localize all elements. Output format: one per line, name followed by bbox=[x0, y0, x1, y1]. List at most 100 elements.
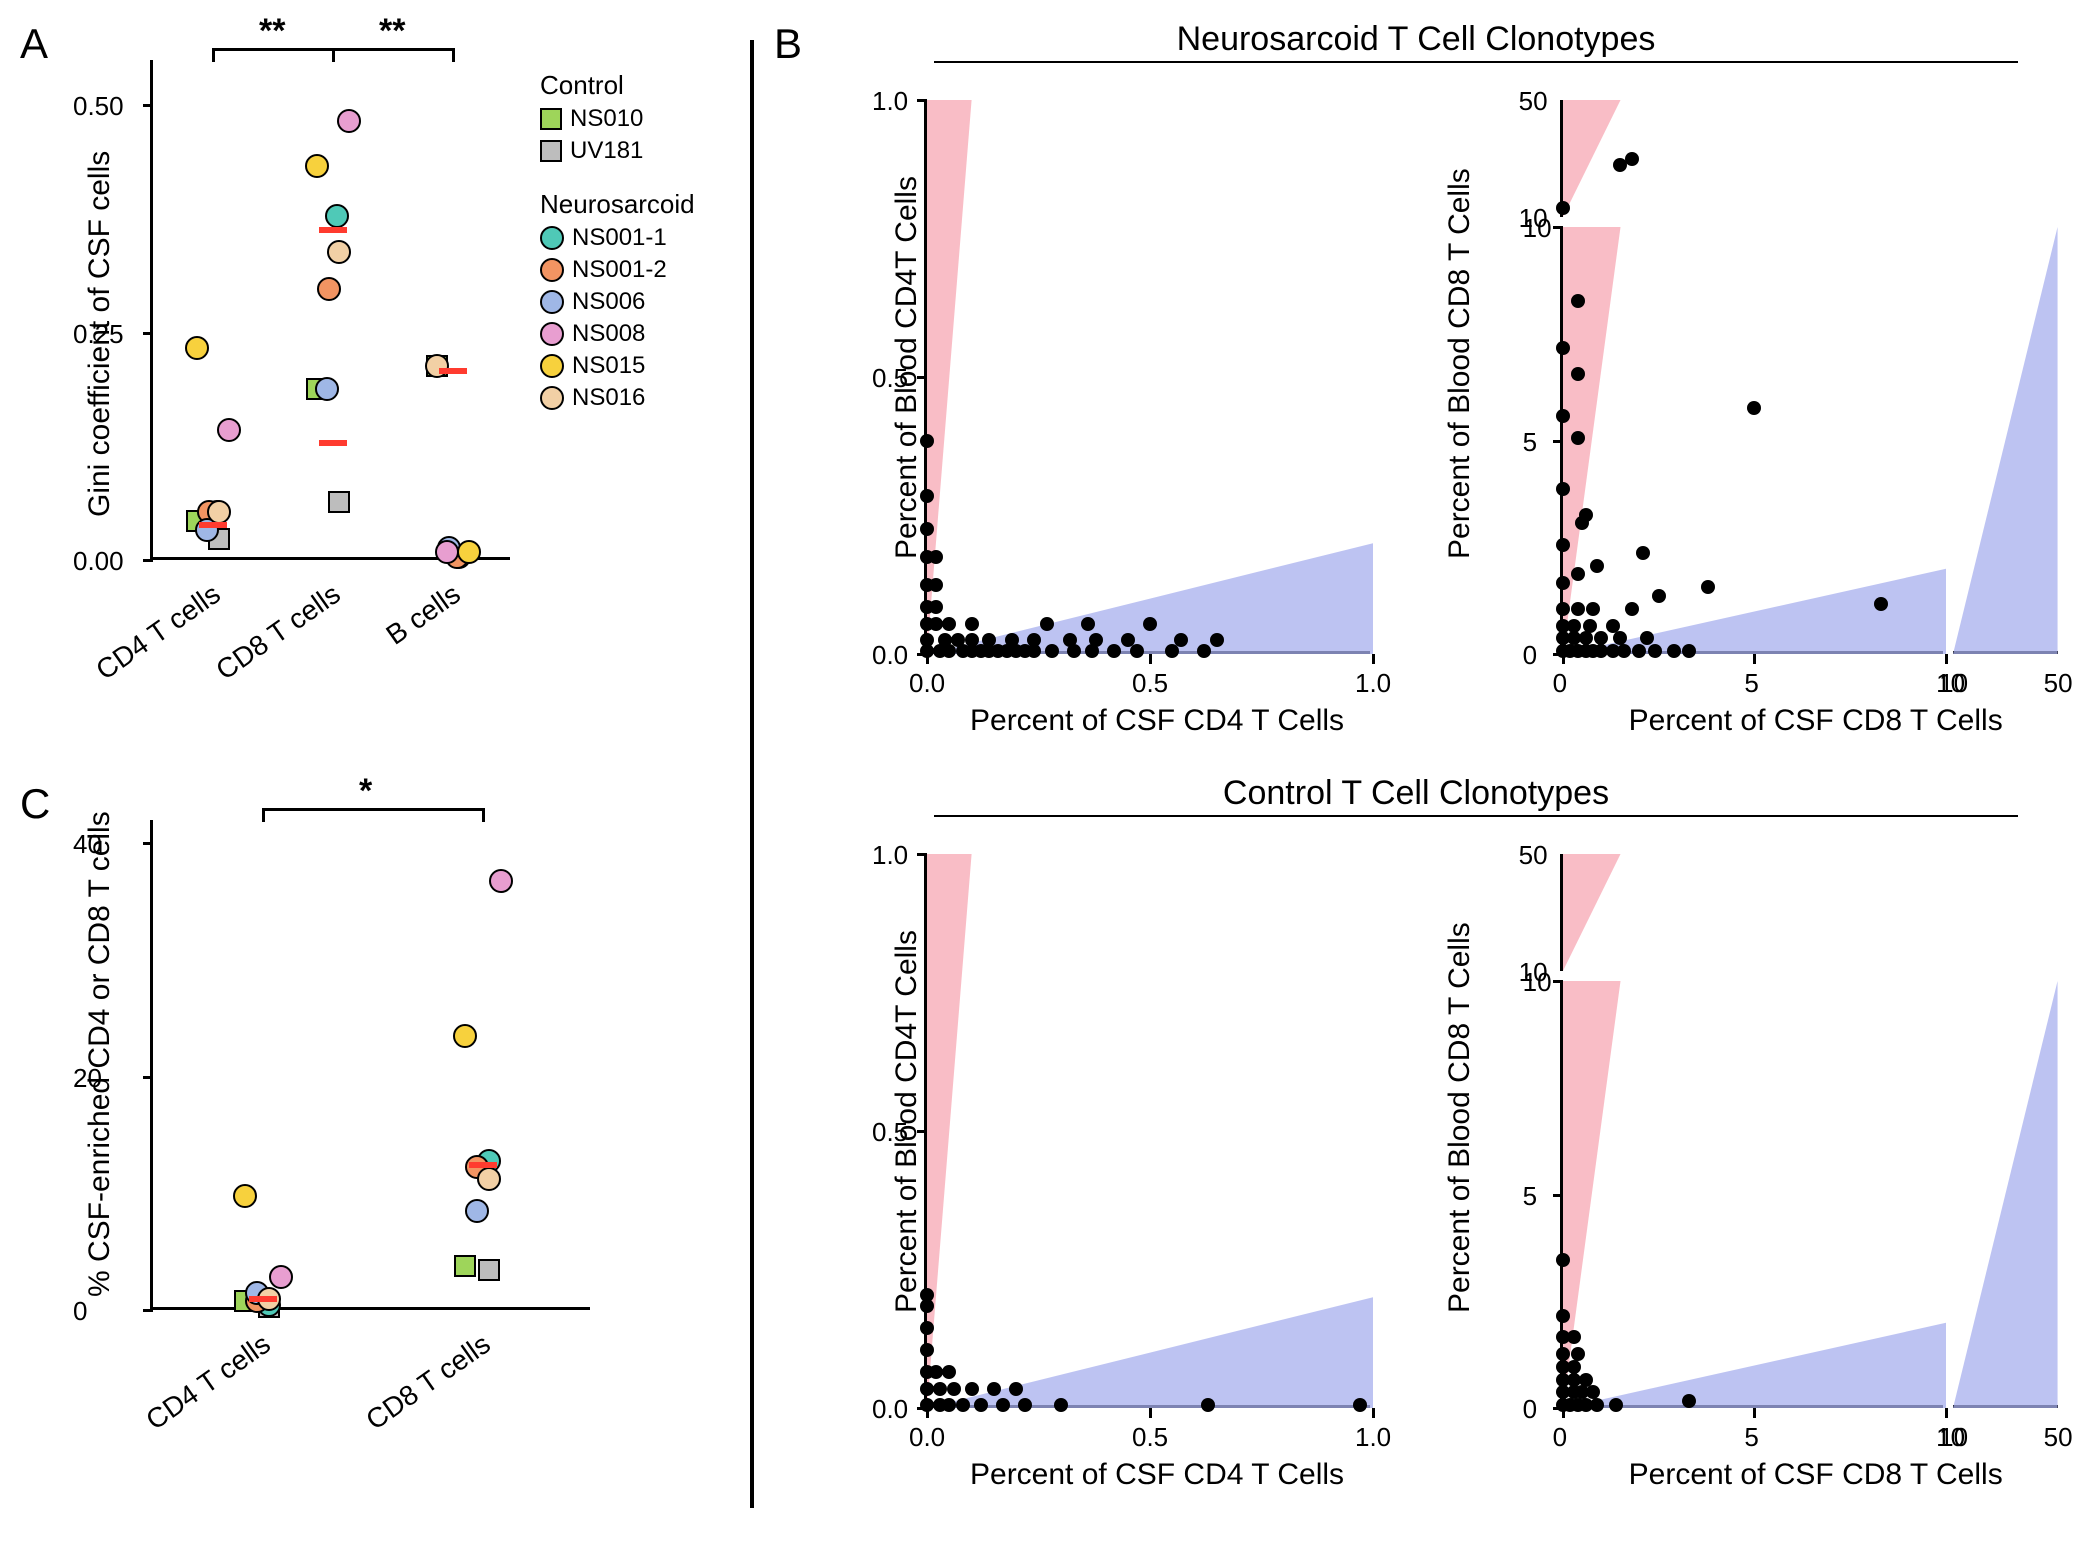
scatter-dot bbox=[965, 633, 979, 647]
scatter-dot bbox=[1567, 1360, 1581, 1374]
panel-a-label: A bbox=[20, 20, 48, 68]
x-tick-label: 0.0 bbox=[909, 668, 945, 699]
scatter-dot bbox=[1682, 644, 1696, 658]
legend-label: NS006 bbox=[572, 288, 645, 316]
scatter-dot bbox=[920, 522, 934, 536]
scatter-dot bbox=[1130, 644, 1144, 658]
panel-b-top-title: Neurosarcoid T Cell Clonotypes bbox=[754, 20, 2078, 59]
y-tick-label: 0.00 bbox=[73, 546, 135, 577]
sig-label: * bbox=[359, 772, 372, 811]
panel-b-label: B bbox=[774, 20, 802, 68]
scatter-dot bbox=[1701, 580, 1715, 594]
data-marker bbox=[453, 1024, 477, 1048]
y-tick bbox=[1553, 440, 1563, 443]
scatter-subplot: 1050 bbox=[1953, 227, 2058, 654]
x-tick-label: 0 bbox=[1553, 668, 1567, 699]
sig-bracket bbox=[263, 808, 483, 811]
square-icon bbox=[540, 140, 562, 162]
panel-b-top-row: 0.00.51.00.00.51.0Percent of Blood CD4T … bbox=[784, 80, 2078, 774]
scatter-dot bbox=[1197, 644, 1211, 658]
scatter-dot bbox=[1121, 633, 1135, 647]
panel-b-bottom-row: 0.00.51.00.00.51.0Percent of Blood CD4T … bbox=[784, 834, 2078, 1528]
x-tick-label: 50 bbox=[2044, 1422, 2073, 1453]
scatter-dot bbox=[929, 578, 943, 592]
scatter-dot bbox=[1556, 602, 1570, 616]
chart-a-area: 0.000.250.50CD4 T cellsCD8 T cellsB cell… bbox=[150, 60, 510, 560]
scatter-dot bbox=[1556, 576, 1570, 590]
x-tick bbox=[1372, 1408, 1375, 1418]
scatter-dot bbox=[1571, 567, 1585, 581]
scatter-dot bbox=[1210, 633, 1224, 647]
scatter-dot bbox=[1625, 602, 1639, 616]
x-tick bbox=[1753, 654, 1756, 664]
scatter-dot bbox=[942, 1398, 956, 1412]
x-tick-label: 10 bbox=[1939, 668, 1968, 699]
scatter-dot bbox=[1571, 1347, 1585, 1361]
data-marker bbox=[489, 869, 513, 893]
scatter-plot-area: 0.00.51.00.00.51.0Percent of Blood CD4T … bbox=[924, 854, 1370, 1408]
scatter-subplot bbox=[1953, 854, 2058, 971]
y-tick-label: 0 bbox=[1523, 1394, 1537, 1425]
x-axis-title: Percent of CSF CD4 T Cells bbox=[970, 704, 1344, 738]
x-tick bbox=[1372, 654, 1375, 664]
legend-label: NS015 bbox=[572, 352, 645, 380]
x-axis-title: Percent of CSF CD8 T Cells bbox=[1629, 1458, 2003, 1492]
legend-control-title: Control bbox=[540, 70, 695, 101]
scatter-subplot: 05100510 bbox=[1560, 227, 1943, 654]
data-marker bbox=[337, 109, 361, 133]
scatter-dot bbox=[1625, 152, 1639, 166]
scatter-dot bbox=[1174, 633, 1188, 647]
scatter-dot bbox=[1045, 644, 1059, 658]
circle-icon bbox=[540, 290, 564, 314]
region-overlay bbox=[1563, 981, 1946, 1408]
figure: A 0.000.250.50CD4 T cellsCD8 T cellsB ce… bbox=[20, 20, 2078, 1528]
scatter-dot bbox=[1571, 602, 1585, 616]
scatter-dot bbox=[920, 633, 934, 647]
scatter-dot bbox=[956, 1398, 970, 1412]
y-axis-title: Percent of Blood CD8 T Cells bbox=[1443, 953, 1477, 1313]
scatter-plot-area: 0.00.51.00.00.51.0Percent of Blood CD4T … bbox=[924, 100, 1370, 654]
y-tick bbox=[143, 1309, 153, 1312]
scatter-dot bbox=[982, 633, 996, 647]
data-marker bbox=[315, 377, 339, 401]
scatter-dot bbox=[920, 1343, 934, 1357]
x-tick-label: 50 bbox=[2044, 668, 2073, 699]
scatter-dot bbox=[1107, 644, 1121, 658]
scatter-subplot: 1050 bbox=[1560, 854, 1943, 971]
data-marker bbox=[327, 240, 351, 264]
data-marker bbox=[217, 418, 241, 442]
median-marker bbox=[319, 227, 347, 233]
x-tick-label: 5 bbox=[1744, 668, 1758, 699]
y-axis-title: Percent of Blood CD4T Cells bbox=[890, 199, 924, 559]
legend-item: NS008 bbox=[540, 320, 695, 348]
y-tick bbox=[917, 99, 927, 102]
title-rule-bottom bbox=[934, 815, 2018, 817]
scatter-dot bbox=[1143, 617, 1157, 631]
scatter-dot bbox=[1579, 631, 1593, 645]
scatter-subplot: 1050 bbox=[1560, 100, 1943, 217]
legend-item: NS016 bbox=[540, 384, 695, 412]
circle-icon bbox=[540, 226, 564, 250]
circle-icon bbox=[540, 322, 564, 346]
y-tick-label: 5 bbox=[1523, 427, 1537, 458]
y-tick-label: 5 bbox=[1523, 1181, 1537, 1212]
scatter-dot bbox=[1586, 602, 1600, 616]
scatter-dot bbox=[929, 550, 943, 564]
y-tick-label: 1.0 bbox=[872, 86, 908, 117]
scatter-dot bbox=[1652, 589, 1666, 603]
scatter-subplot bbox=[1953, 100, 2058, 217]
scatter-dot bbox=[1636, 546, 1650, 560]
panel-c: C 02040CD4 T cellsCD8 T cells* % CSF-enr… bbox=[20, 780, 740, 1520]
scatter-dot bbox=[1567, 1330, 1581, 1344]
panel-a: A 0.000.250.50CD4 T cellsCD8 T cellsB ce… bbox=[20, 20, 740, 780]
legend: Control NS010UV181 Neurosarcoid NS001-1N… bbox=[540, 70, 695, 416]
sig-bracket-drop bbox=[452, 48, 455, 62]
y-tick bbox=[143, 104, 153, 107]
data-marker bbox=[454, 1255, 476, 1277]
x-tick-label: 0.5 bbox=[1132, 1422, 1168, 1453]
sig-bracket-drop bbox=[212, 48, 215, 62]
square-icon bbox=[540, 108, 562, 130]
left-column: A 0.000.250.50CD4 T cellsCD8 T cellsB ce… bbox=[20, 20, 740, 1528]
x-axis-title: Percent of CSF CD4 T Cells bbox=[970, 1458, 1344, 1492]
scatter-dot bbox=[1594, 631, 1608, 645]
